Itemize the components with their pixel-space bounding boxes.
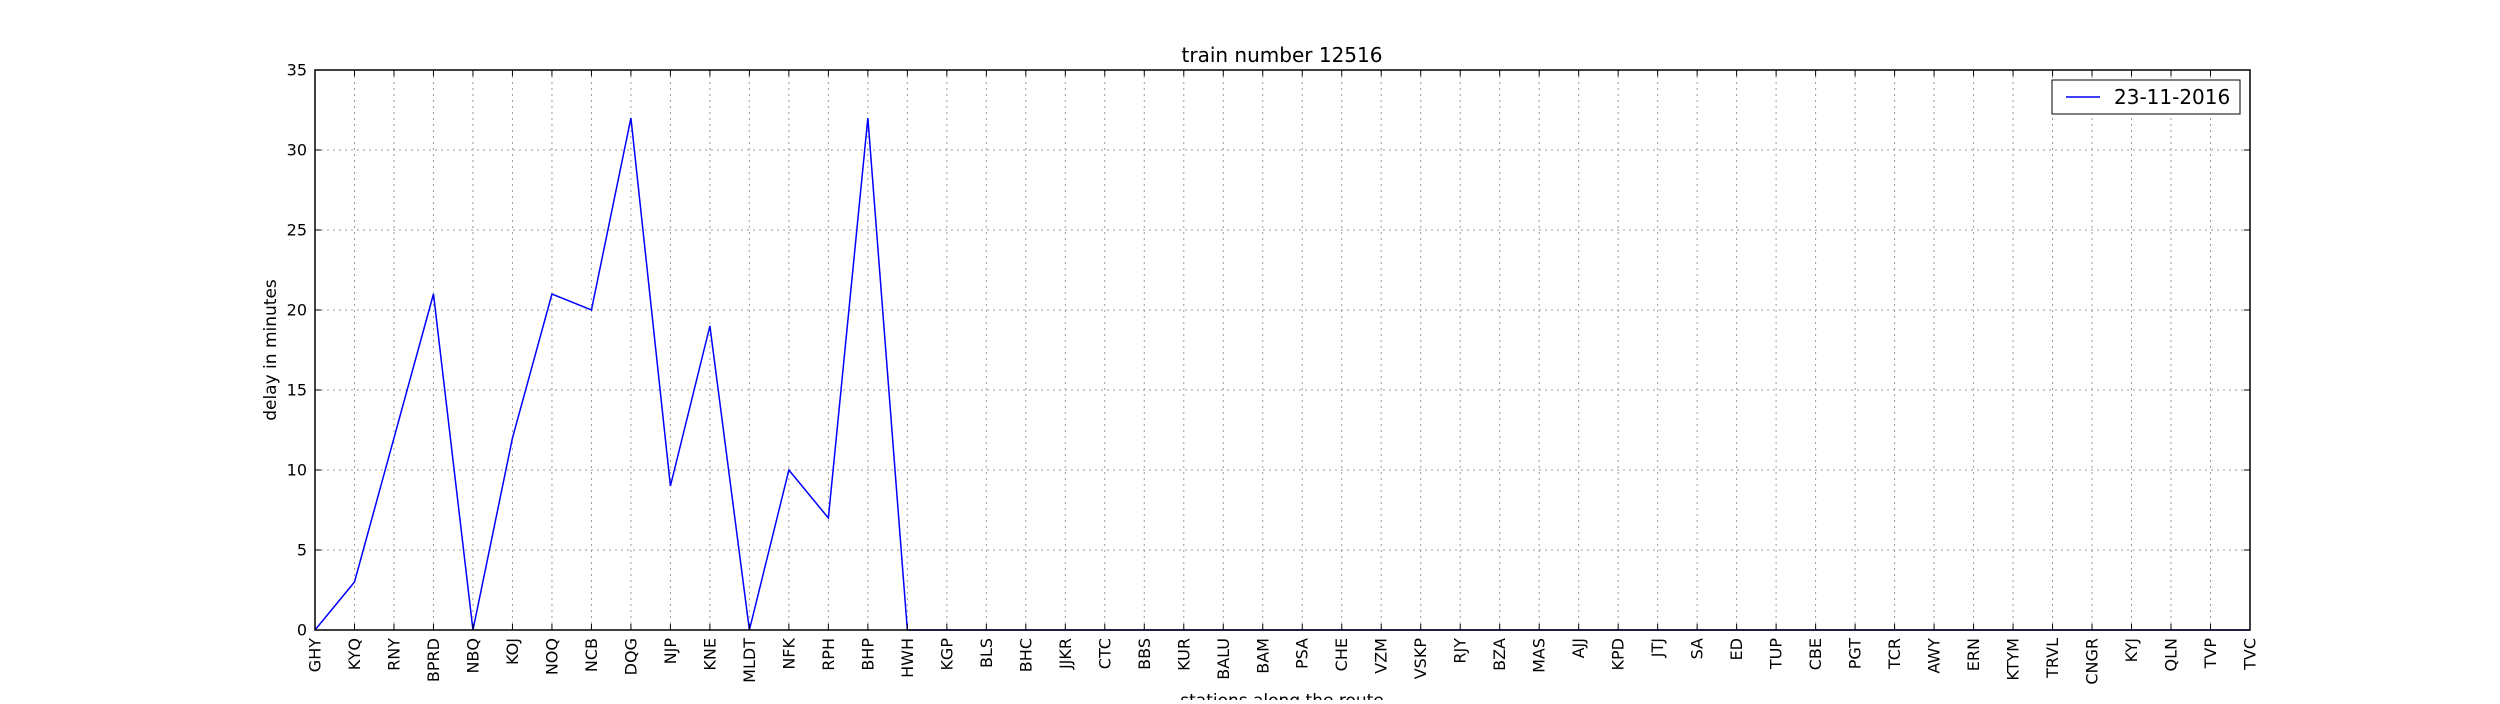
x-tick-label: AWY: [1925, 638, 1944, 674]
x-tick-label: DQG: [621, 638, 640, 675]
x-tick-label: BALU: [1214, 638, 1233, 680]
x-tick-label: AJJ: [1569, 638, 1588, 658]
x-tick-label: NOQ: [542, 638, 561, 675]
x-tick-label: PSA: [1293, 638, 1312, 669]
x-tick-label: KUR: [1174, 638, 1193, 671]
x-tick-label: CHE: [1332, 638, 1351, 671]
x-tick-label: TVC: [2241, 638, 2260, 671]
x-tick-label: BZA: [1490, 638, 1509, 671]
x-tick-label: NJP: [661, 638, 680, 665]
x-tick-label: ED: [1727, 638, 1746, 660]
x-tick-label: CBE: [1806, 638, 1825, 670]
y-tick-label: 0: [297, 621, 307, 640]
y-tick-label: 15: [287, 381, 307, 400]
plot-background: [315, 70, 2250, 630]
x-tick-label: BPRD: [424, 638, 443, 682]
x-tick-label: KNE: [700, 638, 719, 671]
x-tick-label: MLDT: [740, 638, 759, 683]
x-tick-label: KTYM: [2004, 638, 2023, 681]
x-tick-label: TVP: [2201, 638, 2220, 670]
x-tick-label: NFK: [779, 638, 798, 670]
legend: 23-11-2016: [2051, 79, 2241, 115]
x-tick-label: KYJ: [2122, 638, 2141, 662]
x-tick-label: QLN: [2162, 638, 2181, 671]
x-tick-label: CTC: [1095, 638, 1114, 669]
x-tick-label: BBS: [1135, 638, 1154, 670]
x-tick-label: TRVL: [2043, 638, 2062, 679]
y-tick-label: 5: [297, 541, 307, 560]
x-tick-label: SA: [1688, 638, 1707, 659]
x-tick-label: MAS: [1530, 638, 1549, 673]
x-tick-label: VSKP: [1411, 638, 1430, 680]
y-axis-label: delay in minutes: [261, 279, 281, 421]
x-tick-label: TUP: [1767, 638, 1786, 670]
legend-label: 23-11-2016: [2114, 85, 2230, 109]
x-tick-label: BAM: [1253, 638, 1272, 674]
y-tick-label: 25: [287, 221, 307, 240]
x-tick-label: GHY: [306, 638, 325, 672]
x-tick-label: BHP: [858, 638, 877, 671]
x-tick-label: VZM: [1372, 638, 1391, 674]
y-axis-ticks: 0 5 10 15 20 25 30 35: [287, 61, 2250, 640]
x-tick-label: NCB: [582, 638, 601, 672]
chart-title: train number 12516: [1182, 43, 1383, 67]
y-tick-label: 10: [287, 461, 307, 480]
x-tick-label: JTJ: [1648, 638, 1667, 658]
x-tick-label: RNY: [384, 638, 403, 671]
x-tick-label: CNGR: [2083, 638, 2102, 685]
x-tick-label: HWH: [898, 638, 917, 678]
x-tick-label: KPD: [1609, 638, 1628, 670]
x-tick-label: JJKR: [1056, 638, 1075, 670]
x-tick-label: RPH: [819, 638, 838, 671]
x-tick-label: TCR: [1885, 638, 1904, 670]
x-tick-label: KOJ: [503, 638, 522, 665]
x-axis-ticks: GHY KYQ RNY BPRD NBQ KOJ NOQ NCB DQG NJP KNE MLDT NF…: [306, 70, 2260, 685]
x-axis-label: stations along the route: [1180, 691, 1384, 700]
y-tick-label: 30: [287, 141, 307, 160]
x-tick-label: KGP: [937, 638, 956, 671]
y-tick-label: 35: [287, 61, 307, 80]
x-tick-label: ERN: [1964, 638, 1983, 671]
x-tick-label: BHC: [1016, 638, 1035, 672]
x-tick-label: RJY: [1451, 638, 1470, 664]
plot-frame: [314, 69, 2251, 631]
grid-lines: [315, 70, 2250, 630]
x-tick-label: PGT: [1846, 638, 1865, 669]
x-tick-label: KYQ: [345, 638, 364, 670]
x-tick-label: NBQ: [463, 638, 482, 674]
y-tick-label: 20: [287, 301, 307, 320]
x-tick-label: BLS: [977, 638, 996, 668]
